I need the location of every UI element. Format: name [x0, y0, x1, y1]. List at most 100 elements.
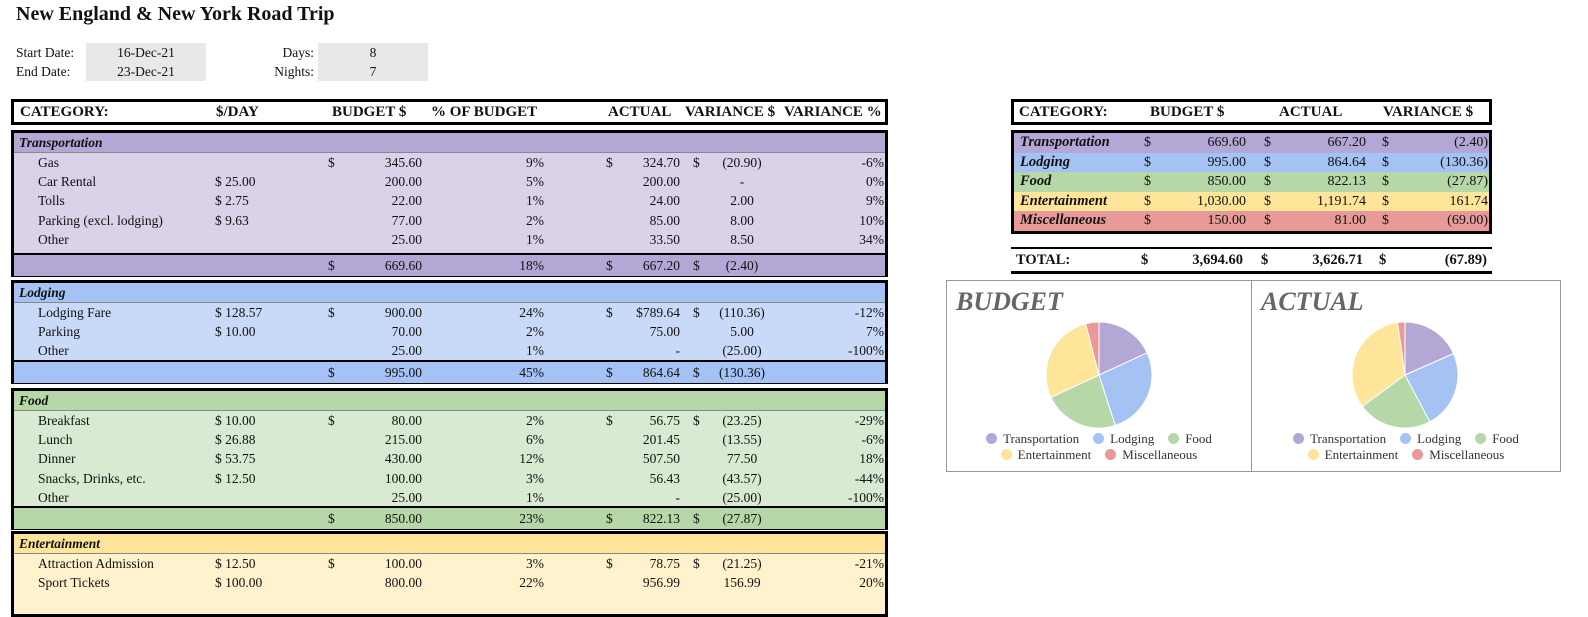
total-budget: 669.60 — [384, 258, 422, 273]
legend-line: Entertainment Miscellaneous — [947, 447, 1251, 463]
variance-value: 8.50 — [730, 231, 754, 247]
summary-row[interactable]: Miscellaneous $150.00 $81.00 $ (69.00) — [1014, 211, 1489, 231]
budget-value: 100.00 — [384, 470, 422, 486]
table-row[interactable]: Parking $ 10.00 70.00 2% 75.00 5.00 7% — [14, 322, 885, 341]
summary-total-rule — [1011, 247, 1492, 249]
item-name: Other — [38, 489, 69, 505]
section-entertainment: Entertainment $ $ $ Attraction Admission $ 12… — [11, 531, 888, 617]
per-day: $ 12.50 — [215, 556, 256, 571]
summary-variance: (130.36) — [1440, 154, 1488, 170]
item-name: Sport Tickets — [38, 575, 110, 591]
total-actual: 667.20 — [642, 258, 680, 273]
section-lodging: Lodging $ $ $ Lodging Fare $ 128.57 900.00 24% $… — [11, 280, 888, 384]
legend-dot-icon — [1293, 433, 1305, 444]
header-actual: ACTUAL — [608, 104, 672, 120]
legend-label: Entertainment — [1324, 447, 1399, 462]
per-day: $ 128.57 — [215, 305, 263, 320]
table-row[interactable]: Car Rental $ 25.00 200.00 5% 200.00 - 0% — [14, 172, 885, 191]
header-category: CATEGORY: — [20, 104, 109, 120]
summary-row[interactable]: Transportation $669.60 $667.20 $ (2.40) — [1014, 133, 1489, 153]
summary-row[interactable]: Entertainment $1,030.00 $1,191.74 $161.74 — [1014, 191, 1489, 212]
budget-value: 215.00 — [384, 432, 422, 448]
pct-value: 2% — [526, 413, 544, 428]
start-date-field[interactable]: 16-Dec-21 — [86, 43, 206, 62]
budget-currency: $ — [328, 556, 335, 571]
pie-slice-entertainment — [1045, 323, 1100, 399]
pie-slice-entertainment — [1351, 321, 1406, 408]
table-row[interactable]: Lunch $ 26.88 215.00 6% 201.45 (13.55) -6% — [14, 430, 885, 449]
summary-header-variance: VARIANCE $ — [1383, 104, 1474, 120]
budget-currency: $ — [328, 155, 335, 170]
table-row[interactable]: $ $ $ Lodging Fare $ 128.57 900.00 24% $789.64 (… — [14, 303, 885, 322]
budget-value: 100.00 — [384, 556, 422, 571]
pct-value: 22% — [519, 575, 544, 591]
section-total-row: $850.00 23% $822.13 $ (27.87) — [14, 506, 885, 529]
header-variance: VARIANCE $ — [685, 104, 776, 120]
legend-item: Entertainment — [1307, 447, 1399, 462]
actual-value: - — [675, 343, 681, 359]
summary-row[interactable]: Food $850.00 $822.13 $ (27.87) — [1014, 172, 1489, 192]
summary-table-header: CATEGORY: BUDGET $ ACTUAL VARIANCE $ — [1011, 99, 1492, 125]
variance-pct: 34% — [859, 231, 884, 247]
variance-pct: 7% — [866, 324, 884, 340]
summary-row[interactable]: Lodging $995.00 $864.64 $ (130.36) — [1014, 152, 1489, 173]
table-row[interactable]: $ $ $ Gas 345.60 9% 324.70 (20.90) -6% — [14, 153, 885, 172]
budget-currency: $ — [328, 413, 335, 428]
total-actual: 822.13 — [642, 511, 680, 526]
pie-slice-food — [1050, 374, 1116, 429]
summary-header-budget: BUDGET $ — [1150, 104, 1225, 120]
variance-value: (21.25) — [722, 556, 762, 571]
total-variance: (27.87) — [722, 511, 762, 526]
budget-table-header: CATEGORY: $/DAY BUDGET $ % OF BUDGET ACT… — [11, 99, 888, 125]
summary-variance-currency: $ — [1382, 174, 1389, 190]
summary-category: Miscellaneous — [1020, 212, 1107, 229]
summary-actual: 1,191.74 — [1317, 193, 1366, 209]
per-day: $ 100.00 — [215, 575, 263, 591]
legend-label: Lodging — [1417, 431, 1462, 446]
item-name: Lodging Fare — [38, 305, 112, 320]
actual-value: - — [675, 489, 681, 505]
legend-item: Entertainment — [1000, 447, 1091, 462]
total-pct: 23% — [519, 511, 544, 526]
actual-value: 85.00 — [649, 212, 680, 228]
variance-currency: $ — [693, 413, 700, 428]
table-row[interactable]: Other 25.00 1% 33.50 8.50 34% — [14, 230, 885, 249]
pct-value: 1% — [526, 343, 544, 359]
summary-actual-currency: $ — [1264, 193, 1271, 209]
summary-budget-currency: $ — [1144, 174, 1151, 190]
summary-budget: 1,030.00 — [1197, 193, 1246, 209]
variance-value: 5.00 — [730, 324, 754, 340]
variance-pct: -12% — [854, 305, 884, 320]
variance-value: (20.90) — [722, 155, 762, 170]
budget-chart: BUDGET Transportation Lodging Food Entertai… — [946, 280, 1252, 472]
summary-budget: 150.00 — [1207, 213, 1247, 229]
budget-value: 900.00 — [384, 305, 422, 320]
table-row[interactable]: Tolls $ 2.75 22.00 1% 24.00 2.00 9% — [14, 191, 885, 210]
summary-total-budget-currency: $ — [1141, 252, 1149, 268]
table-row[interactable]: Other 25.00 1% - (25.00) -100% — [14, 488, 885, 507]
variance-value: - — [739, 174, 745, 190]
end-date-field[interactable]: 23-Dec-21 — [86, 62, 206, 81]
summary-variance: (2.40) — [1454, 135, 1488, 150]
table-row[interactable]: Parking (excl. lodging) $ 9.63 77.00 2% 85.0… — [14, 211, 885, 230]
variance-pct: -6% — [861, 155, 885, 170]
variance-pct: 20% — [859, 575, 884, 591]
total-budget: 850.00 — [384, 511, 422, 526]
actual-value: 324.70 — [642, 155, 680, 170]
days-field[interactable]: 8 — [318, 43, 428, 62]
item-name: Other — [38, 343, 69, 359]
table-row[interactable]: Other 25.00 1% - (25.00) -100% — [14, 341, 885, 360]
item-name: Snacks, Drinks, etc. — [38, 470, 146, 486]
table-row[interactable]: $ $ $ Breakfast $ 10.00 80.00 2% 56.75 (23.25) -2… — [14, 411, 885, 430]
nights-field[interactable]: 7 — [318, 62, 428, 81]
total-pct: 45% — [519, 365, 544, 380]
total-budget-currency: $ — [328, 258, 335, 273]
actual-value: 78.75 — [649, 556, 680, 571]
actual-value: $789.64 — [636, 305, 680, 320]
table-row[interactable]: Snacks, Drinks, etc. $ 12.50 100.00 3% 56.43… — [14, 469, 885, 488]
variance-value: 2.00 — [730, 193, 754, 209]
table-row[interactable]: $ $ $ Attraction Admission $ 12.50 100.00 3% 78… — [14, 554, 885, 573]
table-row[interactable]: Dinner $ 53.75 430.00 12% 507.50 77.50 18% — [14, 449, 885, 468]
budget-value: 80.00 — [391, 413, 422, 428]
table-row[interactable]: Sport Tickets $ 100.00 800.00 22% 956.99 156.… — [14, 573, 885, 592]
